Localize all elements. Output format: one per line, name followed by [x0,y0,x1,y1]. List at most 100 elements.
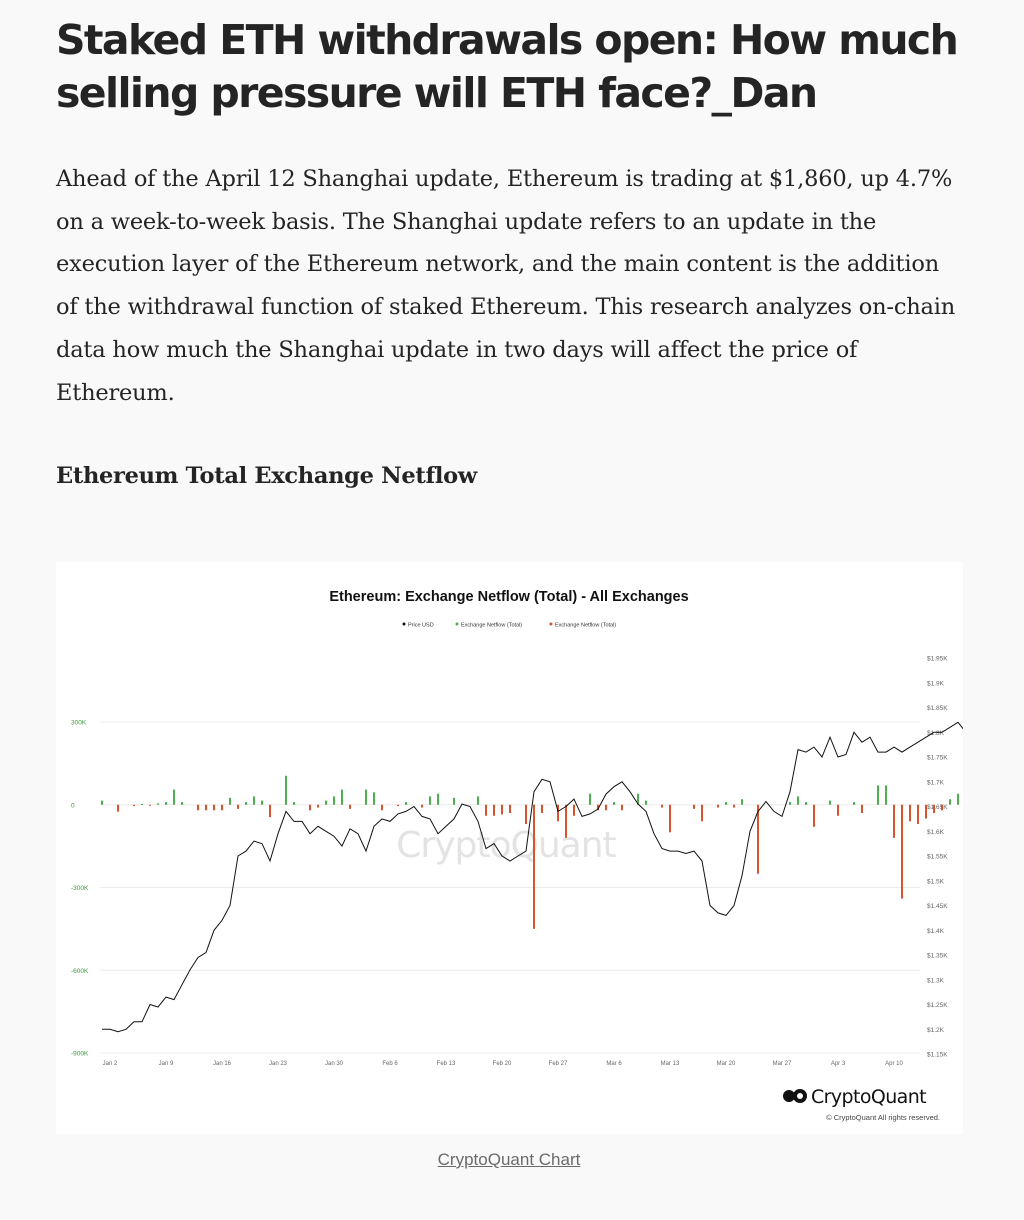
x-axis-tick-label: Jan 23 [269,1061,288,1067]
chart-caption-link[interactable]: CryptoQuant Chart [437,1150,581,1169]
section-heading: Ethereum Total Exchange Netflow [56,463,477,489]
netflow-bar [181,801,183,805]
right-axis-tick-label: $1.6K [927,829,945,836]
x-axis-tick-label: Mar 27 [773,1061,792,1067]
netflow-bar [605,804,607,811]
netflow-bar [701,804,703,822]
netflow-bar [309,804,311,811]
right-axis-tick-label: $1.45K [927,903,948,910]
netflow-bar [637,793,639,805]
x-axis-tick-label: Feb 6 [382,1061,398,1067]
right-axis-tick-label: $1.9K [927,680,945,687]
netflow-bar [149,804,151,806]
netflow-bar [197,804,199,811]
netflow-bar [797,796,799,805]
right-axis-tick-label: $1.35K [927,953,948,960]
netflow-bar [757,804,759,874]
netflow-bar [365,789,367,805]
netflow-bar [613,801,615,805]
right-axis-tick-label: $1.25K [927,1002,948,1009]
netflow-bar [205,804,207,811]
right-axis-tick-label: $1.2K [927,1027,945,1034]
watermark-text: CryptoQuant [396,825,616,866]
netflow-bar [589,793,591,805]
x-axis-tick-label: Jan 9 [159,1061,174,1067]
left-axis-tick-label: -900K [71,1051,89,1058]
netflow-bar [477,796,479,805]
netflow-bar [453,797,455,805]
x-axis-tick-label: Mar 6 [606,1061,622,1067]
chart-title: Ethereum: Exchange Netflow (Total) - All… [329,589,688,605]
netflow-bar [509,804,511,814]
brand-name: CryptoQuant [811,1086,926,1108]
netflow-bar [293,801,295,805]
netflow-bar [253,796,255,805]
netflow-bar [261,800,263,805]
x-axis-tick-label: Mar 13 [661,1061,680,1067]
netflow-bar [117,804,119,812]
netflow-bar [669,804,671,833]
right-axis-tick-label: $1.95K [927,656,948,663]
netflow-bar [237,804,239,809]
cryptoquant-brand: CryptoQuant © CryptoQuant All rights res… [783,1086,940,1122]
netflow-bar [349,804,351,809]
legend-label: Price USD [408,623,434,629]
left-axis-tick-label: -300K [71,885,89,892]
netflow-bar [893,804,895,838]
x-axis-tick-label: Apr 3 [831,1061,846,1067]
left-axis-tick-label: -600K [71,968,89,975]
netflow-bar [541,804,543,814]
netflow-bar [925,804,927,819]
netflow-bar [245,801,247,805]
netflow-bar [829,800,831,805]
netflow-bar [229,797,231,805]
netflow-bar [421,804,423,808]
netflow-bar [157,803,159,805]
x-axis-tick-label: Jan 16 [213,1061,232,1067]
netflow-bar [949,799,951,805]
netflow-bar [341,789,343,805]
netflow-bar [325,800,327,805]
netflow-bar [333,796,335,805]
netflow-bar [317,804,319,808]
netflow-bar [485,804,487,816]
netflow-bar [437,793,439,805]
right-axis-tick-label: $1.3K [927,977,945,984]
netflow-bar [621,804,623,811]
article-title: Staked ETH withdrawals open: How much se… [56,16,959,117]
netflow-bar [141,803,143,805]
x-axis-tick-label: Feb 13 [437,1061,456,1067]
netflow-bar [285,775,287,805]
netflow-bar [557,804,559,822]
netflow-bar [813,804,815,827]
netflow-bar [917,804,919,825]
netflow-bar [725,801,727,805]
netflow-bar [957,793,959,805]
x-axis-tick-label: Jan 2 [103,1061,118,1067]
left-axis-tick-label: 0 [71,802,75,809]
netflow-bar [597,804,599,811]
right-axis-tick-label: $1.15K [927,1052,948,1059]
legend-marker [455,622,459,626]
netflow-bar [565,804,567,838]
right-axis-tick-label: $1.8K [927,730,945,737]
right-axis-tick-label: $1.75K [927,755,948,762]
netflow-bar [405,801,407,805]
netflow-bar [733,804,735,808]
netflow-bar [269,804,271,818]
x-axis-tick-label: Apr 10 [885,1061,903,1067]
netflow-chart: CryptoQuant Ethereum: Exchange Netflow (… [71,589,963,1122]
price-usd-line [102,721,963,1033]
right-axis-tick-label: $1.5K [927,878,945,885]
netflow-bar [837,804,839,816]
legend-label: Exchange Netflow (Total) [555,623,616,629]
netflow-bar [573,804,575,816]
netflow-bar [101,800,103,805]
netflow-bar [213,804,215,811]
netflow-bar [885,785,887,805]
legend-marker [402,622,406,626]
netflow-bar [165,801,167,805]
netflow-bar [789,801,791,805]
article-paragraph: Ahead of the April 12 Shanghai update, E… [56,166,956,406]
copyright-text: © CryptoQuant All rights reserved. [826,1113,940,1122]
